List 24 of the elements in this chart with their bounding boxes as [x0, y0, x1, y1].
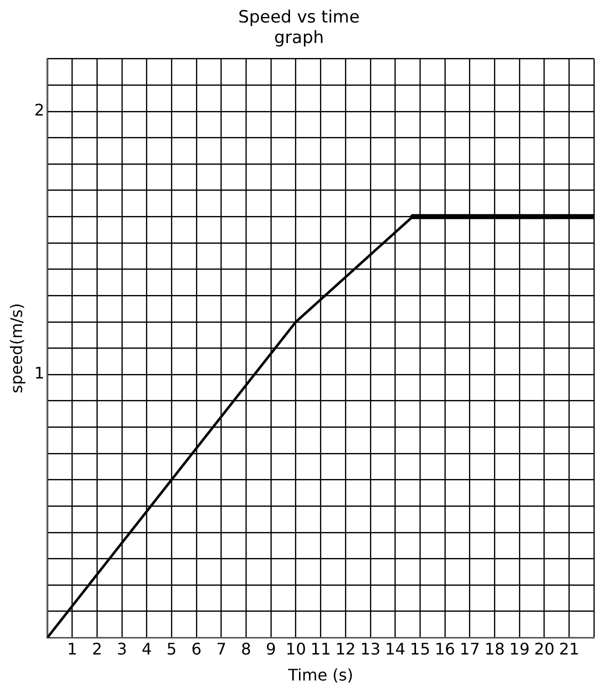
x-tick-label: 6 — [191, 639, 202, 658]
x-tick-label: 4 — [142, 639, 152, 658]
x-tick-label: 10 — [286, 639, 306, 658]
x-tick-label: 16 — [434, 639, 456, 658]
x-tick-label: 13 — [360, 639, 381, 658]
x-tick-label: 19 — [509, 639, 530, 658]
x-tick-label: 3 — [116, 639, 128, 658]
x-tick-label: 17 — [460, 639, 480, 658]
chart-title: Speed vs time graph — [238, 8, 360, 48]
x-tick-label: 7 — [216, 639, 226, 658]
x-tick-label: 8 — [241, 639, 252, 658]
x-tick-label: 11 — [310, 639, 331, 658]
x-tick-label: 1 — [67, 639, 78, 658]
x-tick-label: 21 — [558, 639, 580, 658]
x-tick-label: 20 — [534, 639, 554, 658]
x-tick-label: 5 — [166, 639, 177, 658]
x-tick-label: 14 — [385, 639, 406, 658]
x-tick-label: 15 — [410, 639, 430, 658]
x-tick-label: 12 — [335, 639, 356, 658]
y-axis-title: speed(m/s) — [6, 303, 26, 394]
x-axis-title: Time (s) — [287, 666, 354, 685]
x-tick-label: 2 — [92, 639, 102, 658]
x-tick-label: 18 — [484, 639, 505, 658]
x-tick-label: 9 — [266, 639, 276, 658]
